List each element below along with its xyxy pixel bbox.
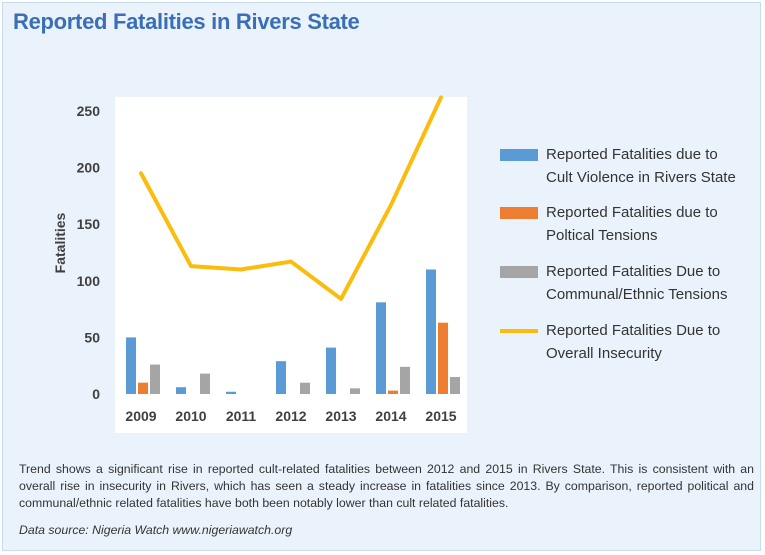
x-tick-label: 2011 (226, 408, 257, 424)
legend-item-political: Reported Fatalities due to Poltical Tens… (500, 201, 750, 247)
bar (400, 366, 410, 394)
bar (426, 269, 436, 394)
legend-label-political-line1: Reported Fatalities due to (546, 204, 718, 221)
chart-title: Reported Fatalities in Rivers State (13, 9, 360, 34)
chart-svg: 0 50 100 150 200 250 Fatalities 2009 2010 2011 201… (52, 95, 467, 433)
x-tick-label: 2010 (175, 408, 206, 424)
bar (350, 388, 360, 394)
legend-label-cult-line1: Reported Fatalities due to (546, 146, 718, 163)
legend-label-political-line2: Poltical Tensions (546, 227, 658, 244)
legend-item-communal: Reported Fatalities Due to Communal/Ethn… (500, 260, 750, 306)
legend-label-insecurity: Reported Fatalities Due to Overall Insec… (546, 319, 720, 365)
legend-label-insecurity-line2: Overall Insecurity (546, 345, 662, 362)
bar (388, 390, 398, 394)
x-tick-label: 2009 (125, 408, 156, 424)
bar (276, 361, 286, 394)
legend-swatch-insecurity (500, 329, 538, 333)
data-source: Data source: Nigeria Watch www.nigeriawa… (19, 523, 293, 537)
x-tick-label: 2012 (275, 408, 306, 424)
bar (450, 377, 460, 394)
bar (300, 382, 310, 394)
legend-label-insecurity-line1: Reported Fatalities Due to (546, 322, 721, 339)
y-tick-label: 0 (92, 386, 100, 402)
legend-swatch-cult (500, 149, 538, 161)
legend-swatch-political (500, 207, 538, 219)
legend-label-cult-line2: Cult Violence in Rivers State (546, 169, 736, 186)
bar (200, 373, 210, 394)
bar (150, 364, 160, 394)
bar (226, 391, 236, 394)
x-tick-label: 2013 (325, 408, 356, 424)
bar (138, 382, 148, 394)
legend-item-insecurity: Reported Fatalities Due to Overall Insec… (500, 319, 750, 365)
bar (326, 347, 336, 394)
plot-area (115, 97, 467, 433)
series-line-insecurity (139, 95, 443, 301)
legend-label-communal-line2: Communal/Ethnic Tensions (546, 286, 728, 303)
y-axis-label: Fatalities (52, 212, 68, 273)
y-tick-label: 100 (77, 273, 101, 289)
legend-label-communal: Reported Fatalities Due to Communal/Ethn… (546, 260, 727, 306)
y-tick-label: 150 (77, 216, 101, 232)
chart-caption: Trend shows a significant rise in report… (19, 462, 754, 510)
legend-label-cult: Reported Fatalities due to Cult Violence… (546, 143, 736, 189)
legend-swatch-communal (500, 266, 538, 278)
bar (376, 302, 386, 394)
legend-label-communal-line1: Reported Fatalities Due to (546, 263, 721, 280)
y-tick-label: 250 (77, 103, 101, 119)
legend-label-political: Reported Fatalities due to Poltical Tens… (546, 201, 718, 247)
x-tick-label: 2014 (375, 408, 406, 424)
y-tick-label: 200 (77, 160, 101, 176)
y-tick-label: 50 (84, 329, 100, 345)
bar (176, 387, 186, 394)
x-tick-label: 2015 (425, 408, 456, 424)
bar (438, 322, 448, 394)
bar (126, 337, 136, 394)
legend-item-cult: Reported Fatalities due to Cult Violence… (500, 143, 750, 189)
